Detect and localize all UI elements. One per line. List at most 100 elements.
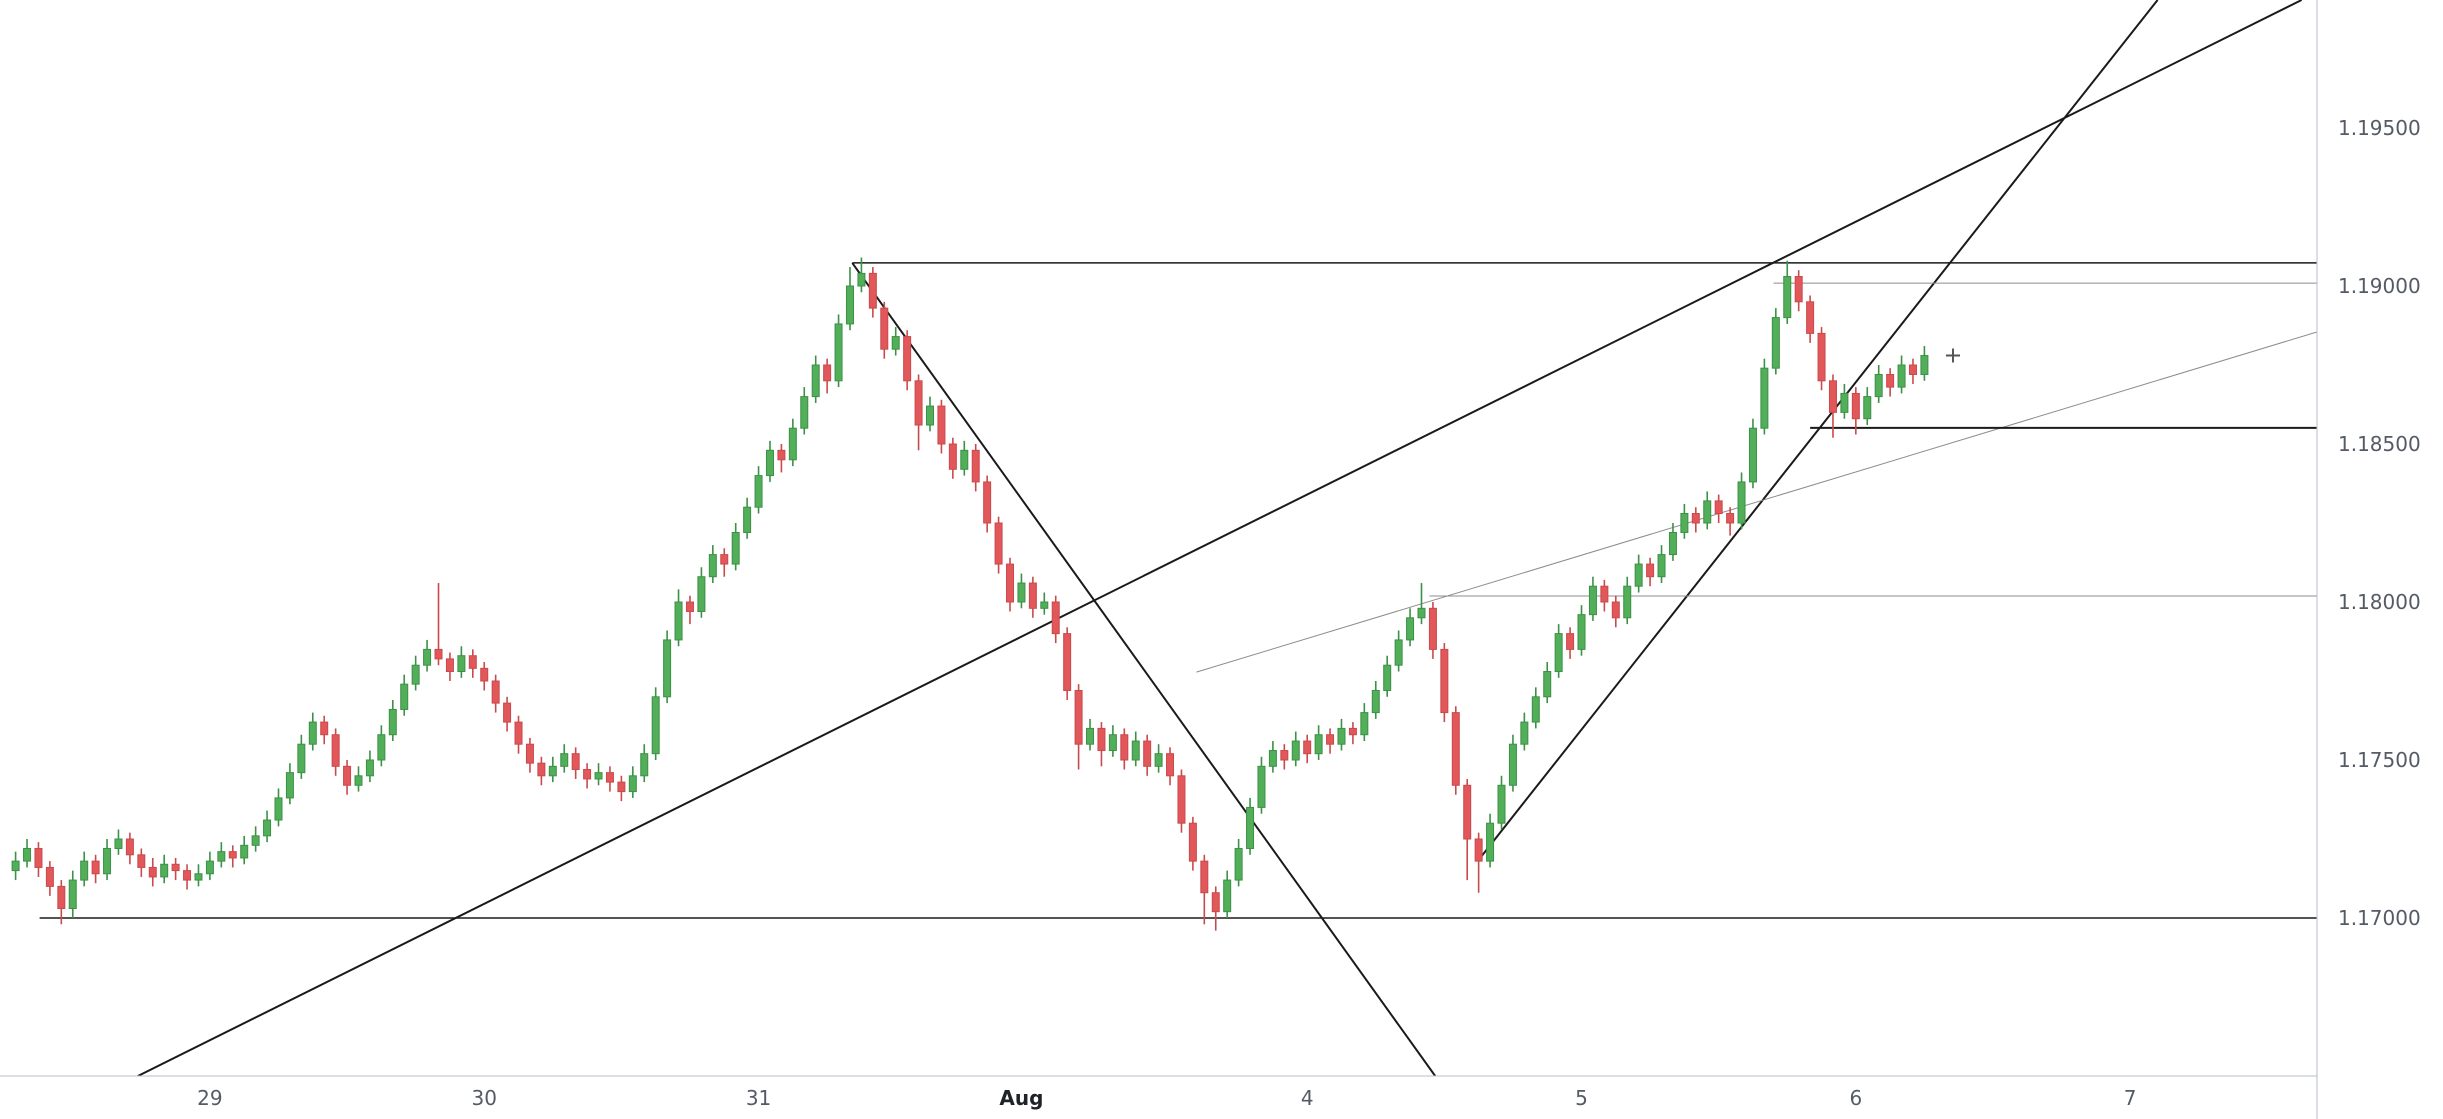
candle-up (240, 844, 249, 859)
candle-up (205, 860, 214, 875)
candle-down (468, 655, 477, 669)
candle-up (194, 873, 203, 881)
candle-down (1188, 822, 1197, 862)
price-axis-label: 1.19500 (2338, 116, 2421, 140)
time-axis-label: 7 (2123, 1086, 2137, 1110)
candle-up (114, 838, 123, 849)
candle-up (560, 753, 569, 767)
candle-up (594, 772, 603, 780)
candle-up (1531, 696, 1540, 723)
candle-down (57, 885, 66, 910)
candle-down (1566, 633, 1575, 650)
candle-up (1486, 822, 1495, 862)
candle-up (1897, 364, 1906, 388)
candle-up (1406, 617, 1415, 641)
candle-down (1440, 648, 1449, 714)
candle-up (354, 775, 363, 786)
candle-up (1417, 607, 1426, 619)
candle-down (994, 522, 1003, 565)
plot-area[interactable] (11, 0, 2317, 1076)
candle-down (1646, 563, 1655, 578)
candle-down (1326, 734, 1335, 745)
candle-up (1131, 740, 1140, 761)
price-axis-label: 1.19000 (2338, 274, 2421, 298)
candle-up (731, 531, 740, 565)
candle-down (171, 863, 180, 872)
candle-down (125, 838, 134, 856)
candle-down (823, 364, 832, 382)
price-axis-label: 1.17000 (2338, 906, 2421, 930)
candle-up (1703, 500, 1712, 524)
candle-down (434, 648, 443, 660)
time-axis-label: 30 (471, 1086, 497, 1110)
candle-down (1611, 601, 1620, 619)
candle-down (1143, 740, 1152, 767)
major-uptrend-line[interactable] (137, 0, 2303, 1076)
candle-down (1166, 753, 1175, 777)
candle-up (1737, 481, 1746, 524)
candle-down (45, 866, 54, 887)
candle-up (11, 860, 20, 872)
candle-up (1863, 396, 1872, 420)
candle-up (217, 851, 226, 862)
candle-up (1360, 712, 1369, 736)
candle-down (1051, 601, 1060, 635)
candle-up (274, 797, 283, 821)
candle-up (1920, 355, 1929, 375)
candle-down (91, 860, 100, 875)
candle-up (1634, 563, 1643, 587)
candle-up (1337, 727, 1346, 745)
last-price-marker (1945, 348, 1960, 363)
candle-up (160, 863, 169, 878)
candle-up (68, 879, 77, 910)
candle-up (1840, 392, 1849, 413)
candle-down (1063, 633, 1072, 691)
candle-up (1017, 582, 1026, 603)
downtrend-line[interactable] (851, 262, 1437, 1076)
candle-up (628, 775, 637, 793)
candle-up (708, 554, 717, 578)
candle-up (1748, 427, 1757, 483)
candle-down (1006, 563, 1015, 603)
candle-down (1280, 750, 1289, 761)
price-axis-label: 1.17500 (2338, 748, 2421, 772)
candle-up (1394, 639, 1403, 666)
candle-up (285, 772, 294, 799)
candle-down (343, 765, 352, 786)
candle-up (400, 683, 409, 710)
candle-up (1223, 879, 1232, 913)
candle-down (183, 870, 192, 881)
candle-up (1508, 743, 1517, 786)
candle-down (1451, 712, 1460, 786)
candle-up (1268, 750, 1277, 767)
candle-down (1303, 740, 1312, 755)
candle-down (228, 851, 237, 859)
candle-down (503, 702, 512, 723)
candle-up (1760, 367, 1769, 429)
time-axis-label: 4 (1300, 1086, 1314, 1110)
candle-down (137, 854, 146, 868)
candle-up (1874, 373, 1883, 398)
candle-down (1120, 734, 1129, 761)
candle-up (1657, 554, 1666, 578)
candle-down (1200, 860, 1209, 894)
candle-down (1817, 332, 1826, 382)
candle-down (983, 481, 992, 524)
candle-down (1463, 784, 1472, 840)
candle-up (663, 639, 672, 698)
candle-down (971, 449, 980, 483)
steep-uptrend-line-aug[interactable] (1477, 0, 2159, 861)
candle-down (1851, 392, 1860, 420)
minor-uptrend-line[interactable] (1196, 331, 2317, 673)
candle-down (491, 680, 500, 704)
candle-up (1383, 664, 1392, 691)
candle-down (445, 658, 454, 673)
candle-up (960, 449, 969, 470)
candle-up (1154, 753, 1163, 767)
candle-up (377, 734, 386, 761)
candle-up (1554, 633, 1563, 673)
candle-down (880, 307, 889, 350)
candle-up (1371, 689, 1380, 714)
